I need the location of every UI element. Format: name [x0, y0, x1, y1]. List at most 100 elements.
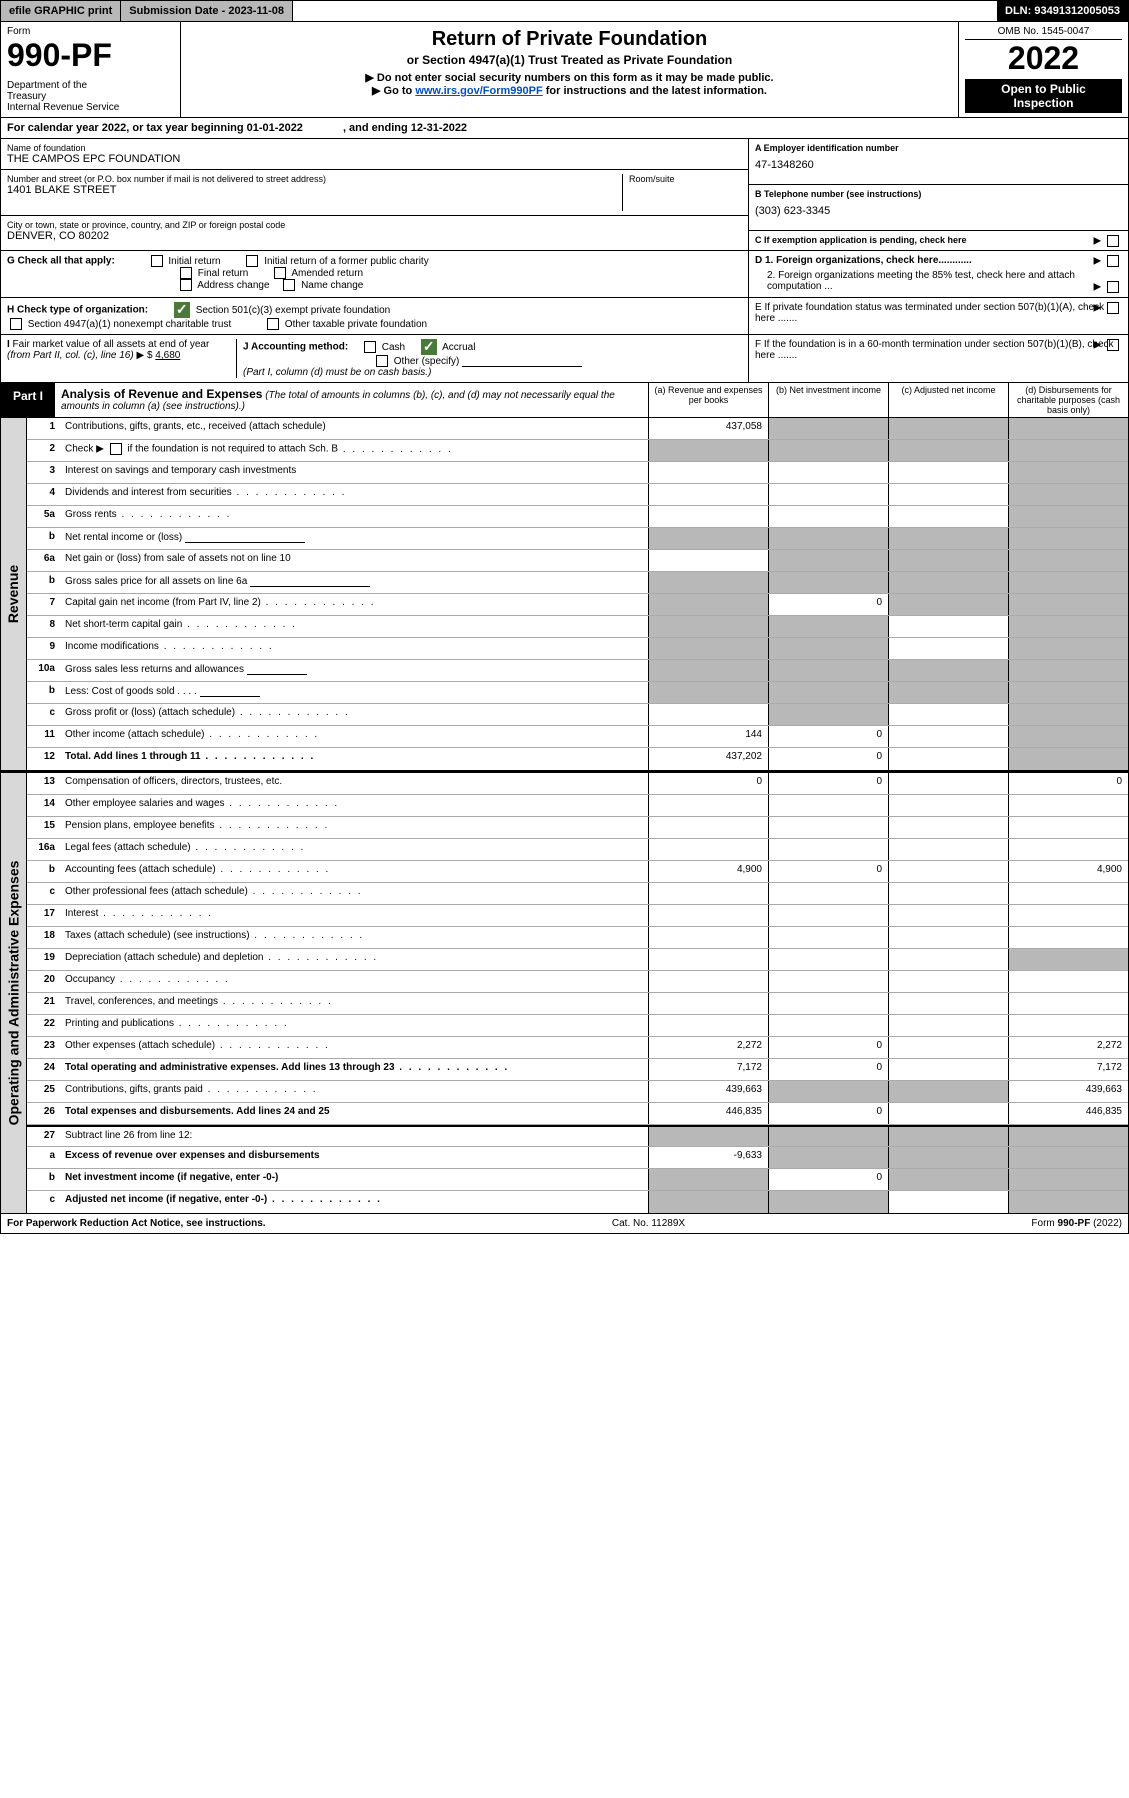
c-checkbox[interactable]	[1107, 235, 1119, 247]
header-left: Form 990-PF Department of theTreasuryInt…	[1, 22, 181, 117]
header-right: OMB No. 1545-0047 2022 Open to Public In…	[958, 22, 1128, 117]
table-row: bGross sales price for all assets on lin…	[27, 572, 1128, 594]
d-section: D 1. Foreign organizations, check here..…	[748, 251, 1128, 297]
table-row: 9Income modifications	[27, 638, 1128, 660]
header-center: Return of Private Foundation or Section …	[181, 22, 958, 117]
footer: For Paperwork Reduction Act Notice, see …	[0, 1214, 1129, 1234]
g-address-change[interactable]	[180, 279, 192, 291]
table-row: aExcess of revenue over expenses and dis…	[27, 1147, 1128, 1169]
g-initial-return[interactable]	[151, 255, 163, 267]
info-left: Name of foundation THE CAMPOS EPC FOUNDA…	[1, 139, 748, 250]
info-right: A Employer identification number 47-1348…	[748, 139, 1128, 250]
h-4947-checkbox[interactable]	[10, 318, 22, 330]
table-row: 15Pension plans, employee benefits	[27, 817, 1128, 839]
g-amended[interactable]	[274, 267, 286, 279]
table-row: 26Total expenses and disbursements. Add …	[27, 1103, 1128, 1125]
footer-right: Form 990-PF (2022)	[1031, 1218, 1122, 1229]
g-name-change[interactable]	[283, 279, 295, 291]
expenses-rows: 13Compensation of officers, directors, t…	[27, 773, 1128, 1213]
j-cash[interactable]	[364, 341, 376, 353]
table-row: 17Interest	[27, 905, 1128, 927]
c-cell: C If exemption application is pending, c…	[749, 231, 1128, 250]
ein-cell: A Employer identification number 47-1348…	[749, 139, 1128, 185]
table-row: bNet investment income (if negative, ent…	[27, 1169, 1128, 1191]
j-accrual[interactable]	[421, 339, 437, 355]
footer-mid: Cat. No. 11289X	[612, 1218, 685, 1229]
table-row: 19Depreciation (attach schedule) and dep…	[27, 949, 1128, 971]
form-title: Return of Private Foundation	[187, 28, 952, 51]
expenses-side-label: Operating and Administrative Expenses	[1, 773, 27, 1213]
addr-cell: Number and street (or P.O. box number if…	[1, 170, 748, 216]
h-e-row: H Check type of organization: Section 50…	[0, 298, 1129, 335]
instructions-link[interactable]: www.irs.gov/Form990PF	[415, 85, 542, 97]
ij-f-row: I Fair market value of all assets at end…	[0, 335, 1129, 383]
table-row: 16aLegal fees (attach schedule)	[27, 839, 1128, 861]
e-section: E If private foundation status was termi…	[748, 298, 1128, 334]
form-sub3: ▶ Go to www.irs.gov/Form990PF for instru…	[187, 84, 952, 97]
table-row: bNet rental income or (loss)	[27, 528, 1128, 550]
h-section: H Check type of organization: Section 50…	[1, 298, 748, 334]
table-row: bLess: Cost of goods sold . . . .	[27, 682, 1128, 704]
schb-checkbox[interactable]	[110, 443, 122, 455]
table-row: 21Travel, conferences, and meetings	[27, 993, 1128, 1015]
d2-checkbox[interactable]	[1107, 281, 1119, 293]
efile-label[interactable]: efile GRAPHIC print	[1, 1, 121, 21]
table-row: cOther professional fees (attach schedul…	[27, 883, 1128, 905]
j-other[interactable]	[376, 355, 388, 367]
table-row: 25Contributions, gifts, grants paid439,6…	[27, 1081, 1128, 1103]
table-row: 5aGross rents	[27, 506, 1128, 528]
col-a-header: (a) Revenue and expenses per books	[648, 383, 768, 417]
part1-header: Part I Analysis of Revenue and Expenses …	[0, 383, 1129, 418]
table-row: bAccounting fees (attach schedule)4,9000…	[27, 861, 1128, 883]
form-sub1: or Section 4947(a)(1) Trust Treated as P…	[187, 53, 952, 67]
part1-desc: Analysis of Revenue and Expenses (The to…	[55, 383, 648, 417]
h-other-checkbox[interactable]	[267, 318, 279, 330]
f-section: F If the foundation is in a 60-month ter…	[748, 335, 1128, 382]
table-row: 7Capital gain net income (from Part IV, …	[27, 594, 1128, 616]
g-initial-public[interactable]	[246, 255, 258, 267]
form-sub2: ▶ Do not enter social security numbers o…	[187, 71, 952, 84]
g-d-row: G Check all that apply: Initial return I…	[0, 251, 1129, 298]
g-final-return[interactable]	[180, 267, 192, 279]
table-row: 2Check ▶ if the foundation is not requir…	[27, 440, 1128, 462]
omb-number: OMB No. 1545-0047	[965, 26, 1122, 40]
footer-left: For Paperwork Reduction Act Notice, see …	[7, 1218, 266, 1229]
city-cell: City or town, state or province, country…	[1, 216, 748, 246]
table-row: 4Dividends and interest from securities	[27, 484, 1128, 506]
col-c-header: (c) Adjusted net income	[888, 383, 1008, 417]
tax-year: 2022	[965, 40, 1122, 77]
revenue-rows: 1Contributions, gifts, grants, etc., rec…	[27, 418, 1128, 770]
revenue-table: Revenue 1Contributions, gifts, grants, e…	[0, 418, 1129, 771]
col-d-header: (d) Disbursements for charitable purpose…	[1008, 383, 1128, 417]
table-row: 22Printing and publications	[27, 1015, 1128, 1037]
f-checkbox[interactable]	[1107, 339, 1119, 351]
expenses-table: Operating and Administrative Expenses 13…	[0, 771, 1129, 1214]
phone-cell: B Telephone number (see instructions) (3…	[749, 185, 1128, 231]
form-label: Form	[7, 26, 174, 37]
table-row: 1Contributions, gifts, grants, etc., rec…	[27, 418, 1128, 440]
table-row: 23Other expenses (attach schedule)2,2720…	[27, 1037, 1128, 1059]
part1-tag: Part I	[1, 383, 55, 417]
table-row: 14Other employee salaries and wages	[27, 795, 1128, 817]
d1-checkbox[interactable]	[1107, 255, 1119, 267]
dln: DLN: 93491312005053	[997, 1, 1128, 21]
h-501c3-checkbox[interactable]	[174, 302, 190, 318]
dept-label: Department of theTreasuryInternal Revenu…	[7, 80, 174, 113]
table-row: 18Taxes (attach schedule) (see instructi…	[27, 927, 1128, 949]
col-b-header: (b) Net investment income	[768, 383, 888, 417]
table-row: cAdjusted net income (if negative, enter…	[27, 1191, 1128, 1213]
table-row: cGross profit or (loss) (attach schedule…	[27, 704, 1128, 726]
form-number: 990-PF	[7, 37, 174, 74]
table-row: 13Compensation of officers, directors, t…	[27, 773, 1128, 795]
foundation-info: Name of foundation THE CAMPOS EPC FOUNDA…	[0, 139, 1129, 251]
e-checkbox[interactable]	[1107, 302, 1119, 314]
calendar-year-row: For calendar year 2022, or tax year begi…	[0, 118, 1129, 139]
table-row: 12Total. Add lines 1 through 11437,2020	[27, 748, 1128, 770]
table-row: 10aGross sales less returns and allowanc…	[27, 660, 1128, 682]
name-cell: Name of foundation THE CAMPOS EPC FOUNDA…	[1, 139, 748, 170]
form-header: Form 990-PF Department of theTreasuryInt…	[0, 22, 1129, 118]
top-bar: efile GRAPHIC print Submission Date - 20…	[0, 0, 1129, 22]
table-row: 27Subtract line 26 from line 12:	[27, 1125, 1128, 1147]
g-section: G Check all that apply: Initial return I…	[1, 251, 748, 297]
table-row: 6aNet gain or (loss) from sale of assets…	[27, 550, 1128, 572]
